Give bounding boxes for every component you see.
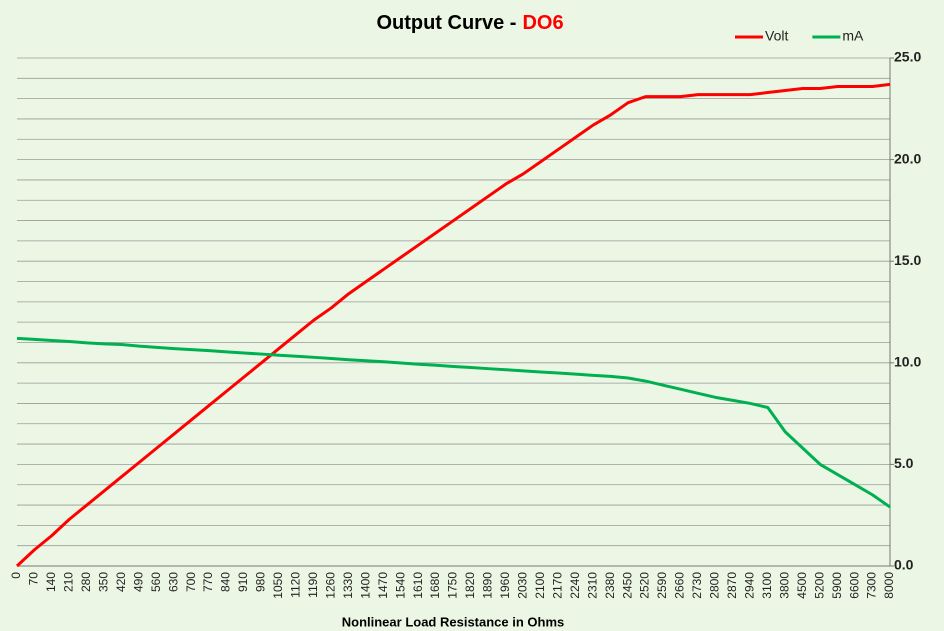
- x-tick-label: 4500: [795, 572, 809, 599]
- x-tick-label: 3800: [777, 572, 791, 599]
- x-tick-label: 980: [254, 572, 268, 592]
- y-tick-label: 20.0: [894, 150, 921, 166]
- x-tick-label: 2520: [638, 572, 652, 599]
- x-tick-label: 2380: [603, 572, 617, 599]
- x-tick-label: 2730: [690, 572, 704, 599]
- x-tick-label: 140: [44, 572, 58, 592]
- x-tick-label: 630: [166, 572, 180, 592]
- x-tick-label: 1470: [376, 572, 390, 599]
- x-tick-label: 2870: [725, 572, 739, 599]
- x-tick-label: 1260: [323, 572, 337, 599]
- x-tick-label: 910: [236, 572, 250, 592]
- x-tick-label: 700: [184, 572, 198, 592]
- y-tick-label: 10.0: [894, 354, 921, 370]
- x-tick-label: 3100: [760, 572, 774, 599]
- chart-title: Output Curve - DO6: [376, 12, 563, 34]
- x-tick-label: 2030: [516, 572, 530, 599]
- x-tick-label: 7300: [865, 572, 879, 599]
- x-tick-label: 210: [62, 572, 76, 592]
- title-text: Output Curve -: [376, 12, 516, 34]
- x-tick-label: 420: [114, 572, 128, 592]
- x-tick-label: 2170: [550, 572, 564, 599]
- x-tick-label: 1330: [341, 572, 355, 599]
- x-tick-label: 2940: [742, 572, 756, 599]
- x-tick-label: 2310: [585, 572, 599, 599]
- y-tick-label: 25.0: [894, 49, 921, 65]
- x-tick-label: 6600: [847, 572, 861, 599]
- x-tick-label: 560: [149, 572, 163, 592]
- title-highlight: DO6: [522, 12, 563, 34]
- y-tick-label: 0.0: [894, 557, 914, 573]
- x-tick-label: 1400: [358, 572, 372, 599]
- x-tick-label: 2240: [568, 572, 582, 599]
- x-tick-label: 280: [79, 572, 93, 592]
- x-tick-label: 1190: [306, 572, 320, 598]
- x-axis-label: Nonlinear Load Resistance in Ohms: [342, 614, 565, 629]
- x-tick-label: 490: [131, 572, 145, 592]
- x-tick-label: 1120: [289, 572, 303, 598]
- x-tick-label: 1610: [411, 572, 425, 599]
- y-tick-label: 5.0: [894, 455, 914, 471]
- x-tick-label: 8000: [882, 572, 896, 599]
- y-tick-label: 15.0: [894, 252, 921, 268]
- x-tick-label: 5200: [812, 572, 826, 599]
- x-tick-label: 70: [27, 572, 41, 586]
- x-tick-label: 1050: [271, 572, 285, 599]
- x-tick-label: 1680: [428, 572, 442, 599]
- x-tick-label: 840: [219, 572, 233, 592]
- legend-label: Volt: [765, 28, 788, 44]
- data-line: [15, 82, 891, 568]
- x-tick-label: 1750: [446, 572, 460, 599]
- x-tick-label: 1540: [393, 572, 407, 599]
- x-tick-label: 5900: [830, 572, 844, 599]
- legend-label: mA: [842, 28, 864, 44]
- x-tick-label: 1960: [498, 572, 512, 599]
- x-tick-label: 2100: [533, 572, 547, 599]
- x-tick-label: 0: [9, 572, 23, 579]
- data-line: [16, 336, 891, 509]
- x-tick-label: 2660: [673, 572, 687, 599]
- x-tick-label: 1890: [481, 572, 495, 599]
- x-tick-label: 2590: [655, 572, 669, 599]
- x-tick-label: 350: [96, 572, 110, 592]
- x-tick-label: 1820: [463, 572, 477, 599]
- x-tick-label: 2800: [708, 572, 722, 599]
- x-tick-label: 2450: [620, 572, 634, 599]
- x-tick-label: 770: [201, 572, 215, 592]
